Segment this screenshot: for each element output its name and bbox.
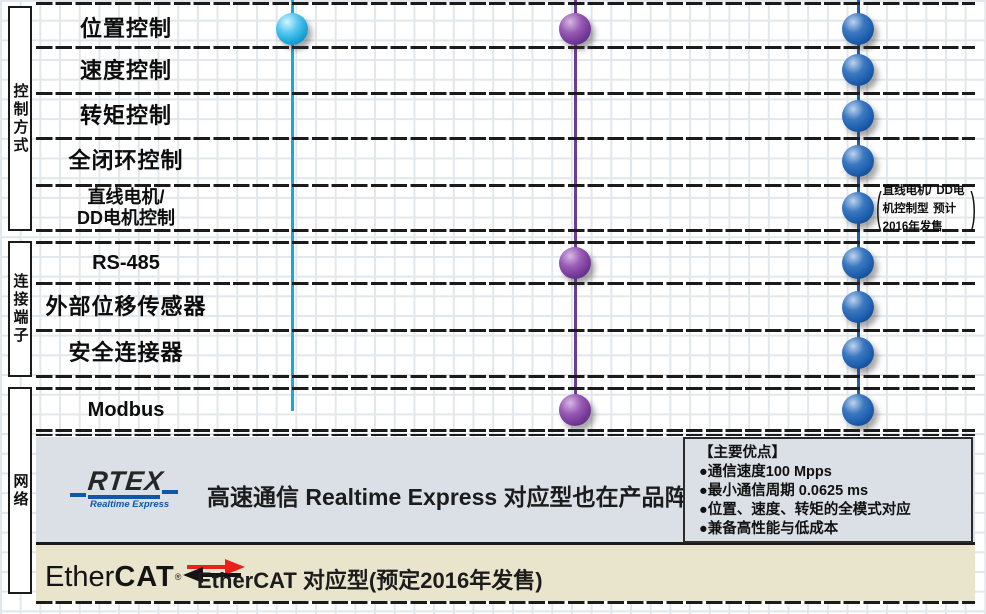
dot-col2-modbus <box>559 394 591 426</box>
row-label-external-sensor: 外部位移传感器 <box>45 294 207 319</box>
separator <box>36 92 975 95</box>
group-box-network: 网络 <box>8 387 32 594</box>
separator <box>36 434 975 436</box>
ethercat-logo: Ether CAT ® <box>45 556 246 593</box>
dot-col2-position-control <box>559 13 591 45</box>
group-label: 控制方式 <box>11 82 29 155</box>
row-label-safety-connector: 安全连接器 <box>68 340 184 365</box>
separator <box>36 241 975 244</box>
row-label-linear-dd-motor: 直线电机/ DD电机控制 <box>36 187 216 229</box>
row-label-speed-control: 速度控制 <box>79 58 172 83</box>
dot-col3-safety-connector <box>842 337 874 369</box>
rtex-tagline: 高速通信 Realtime Express 对应型也在产品阵容中 <box>207 484 734 510</box>
separator <box>36 282 975 285</box>
row-label-torque-control: 转矩控制 <box>79 103 172 128</box>
separator <box>36 329 975 332</box>
key-benefits-box: 【主要优点】 ●通信速度100 Mpps ●最小通信周期 0.0625 ms ●… <box>683 437 973 543</box>
ethercat-text: EtherCAT 对应型(预定2016年发售) <box>197 568 543 593</box>
separator <box>36 137 975 140</box>
dot-col3-modbus <box>842 394 874 426</box>
row-label-full-closed-control: 全闭环控制 <box>68 148 184 173</box>
linear-dd-motor-note: ( 直线电机/ DD电机控制型 预计2016年发售 ) <box>876 183 976 233</box>
benefit-item: ●通信速度100 Mpps <box>699 464 832 480</box>
separator <box>36 601 975 604</box>
dot-col3-linear-dd-motor <box>842 192 874 224</box>
dot-col2-rs485 <box>559 247 591 279</box>
ethercat-logo-registered: ® <box>174 572 182 582</box>
note-line2: DD电机控制型 <box>882 185 965 215</box>
note-line3: 预计2016年发售 <box>882 203 957 233</box>
ethercat-logo-cat: CAT <box>114 561 175 593</box>
rtex-logo-bar-mid <box>88 495 160 499</box>
separator <box>36 46 975 49</box>
separator <box>36 542 975 545</box>
benefit-item: ●最小通信周期 0.0625 ms <box>699 483 869 499</box>
dot-col3-rs485 <box>842 247 874 279</box>
ethercat-arrows-icon <box>183 559 246 583</box>
separator <box>36 2 975 5</box>
separator <box>36 184 975 187</box>
row-label-rs485: RS-485 <box>92 252 160 274</box>
benefits-title: 【主要优点】 <box>699 445 786 461</box>
row-label-line2: DD电机控制 <box>77 208 175 228</box>
benefit-item: ●兼备高性能与低成本 <box>699 521 839 537</box>
separator <box>36 229 975 232</box>
rtex-logo: RTEX Realtime Express <box>70 466 178 510</box>
row-label-line1: 直线电机/ <box>87 187 165 207</box>
dot-col3-position-control <box>842 13 874 45</box>
group-label: 网络 <box>11 472 29 509</box>
rtex-logo-bar-right <box>162 490 178 494</box>
ethercat-logo-ether: Ether <box>45 561 115 593</box>
benefit-item: ●位置、速度、转矩的全模式对应 <box>699 502 911 518</box>
note-line1: 直线电机/ <box>882 185 932 197</box>
group-box-control-mode: 控制方式 <box>8 6 32 231</box>
dot-col3-external-sensor <box>842 291 874 323</box>
separator <box>36 429 975 432</box>
note-open-paren: ( <box>876 183 882 233</box>
separator <box>36 375 975 378</box>
column1-line <box>291 0 294 411</box>
group-label: 连接端子 <box>11 273 29 345</box>
separator <box>36 387 975 390</box>
rtex-logo-subtitle: Realtime Express <box>90 499 170 510</box>
rtex-logo-bar-left <box>70 493 86 497</box>
dot-col3-full-closed-control <box>842 145 874 177</box>
row-label-position-control: 位置控制 <box>79 16 172 41</box>
dot-col3-torque-control <box>842 100 874 132</box>
rtex-logo-text: RTEX <box>86 466 166 496</box>
dot-col1-position-control <box>276 13 308 45</box>
row-label-modbus: Modbus <box>87 399 165 421</box>
dot-col3-speed-control <box>842 54 874 86</box>
group-box-terminals: 连接端子 <box>8 241 32 377</box>
column2-line <box>574 0 577 411</box>
note-close-paren: ) <box>970 183 976 233</box>
